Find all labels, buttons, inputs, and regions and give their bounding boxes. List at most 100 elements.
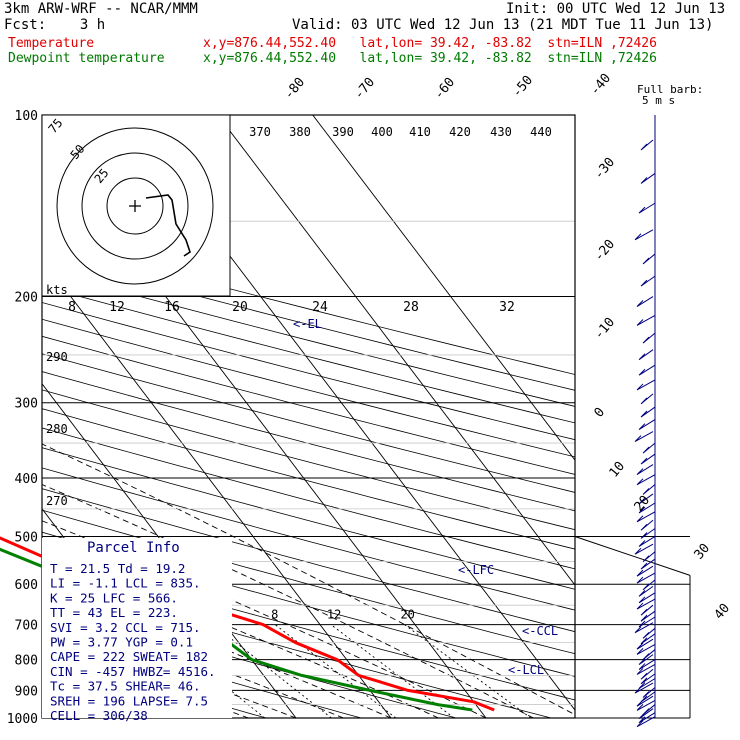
forecast-hour: Fcst: 3 h <box>4 17 106 33</box>
valid-time: Valid: 03 UTC Wed 12 Jun 13 (21 MDT Tue … <box>292 17 714 33</box>
isotherm-label: -30 <box>592 155 619 183</box>
parcel-info-title: Parcel Info <box>87 540 180 556</box>
pressure-label: 600 <box>15 578 38 593</box>
parcel-info-row: K = 25 LFC = 566. <box>50 590 178 605</box>
wind-barb <box>642 442 656 454</box>
wind-barb <box>640 673 656 685</box>
wind-barb <box>634 622 654 634</box>
dry-adiabat-line <box>42 602 458 718</box>
wind-barb <box>642 649 656 660</box>
wind-barb <box>634 682 654 694</box>
hodograph-tick-label: 20 <box>232 300 248 315</box>
wind-barb <box>640 173 656 184</box>
moist-adiabat-line <box>42 604 344 718</box>
parcel-info-row: SVI = 3.2 CCL = 715. <box>50 620 201 635</box>
wind-barb <box>642 253 656 265</box>
wind-barb <box>638 654 654 666</box>
pressure-label: 800 <box>15 654 38 669</box>
isotherm-label: -20 <box>592 237 619 265</box>
parcel-info-row: CELL = 306/38 <box>50 708 148 723</box>
wind-barb <box>638 536 656 547</box>
wind-barb <box>636 716 656 728</box>
pressure-label: 500 <box>15 530 38 545</box>
wind-barb <box>636 643 656 655</box>
wind-barb <box>636 638 654 650</box>
wind-barb <box>642 484 656 495</box>
dewpoint-line <box>0 547 473 712</box>
mixing-ratio-line <box>212 624 332 718</box>
plot-frame <box>41 114 576 719</box>
isotherm-label: -10 <box>592 315 619 343</box>
hodograph-tick-label: 24 <box>312 300 328 315</box>
temp-legend-info: x,y=876.44,552.40 lat,lon= 39.42, -83.82… <box>203 36 657 51</box>
isotherm-label: 0 <box>592 405 609 421</box>
pressure-label: 400 <box>15 472 38 487</box>
dew-legend-label: Dewpoint temperature <box>8 51 165 66</box>
isotherm-line <box>312 115 575 461</box>
wind-barb <box>638 419 656 431</box>
wind-barb <box>638 616 656 628</box>
parcel-info-box <box>42 538 232 718</box>
wind-barb <box>642 551 656 563</box>
wind-barb <box>634 543 654 555</box>
wind-barb <box>634 431 654 443</box>
wind-barb <box>642 332 656 344</box>
wind-barb <box>640 275 656 287</box>
theta-label: 380 <box>289 125 311 139</box>
hodograph-tick-label: 32 <box>499 300 515 315</box>
hodograph-ring <box>81 152 189 260</box>
wind-barb <box>638 659 656 670</box>
hodograph-ring <box>106 177 164 235</box>
wind-barb <box>636 699 656 711</box>
theta-label: 270 <box>46 494 68 508</box>
isotherm-label: 30 <box>692 541 714 563</box>
wind-barb <box>640 558 656 570</box>
theta-label: 410 <box>409 125 431 139</box>
mixing-ratio-label: 20 <box>400 608 414 622</box>
hodograph-center-mark <box>129 200 141 212</box>
parcel-info-row: CAPE = 222 SWEAT= 182 <box>50 649 208 664</box>
dry-adiabat-line <box>42 488 575 633</box>
extension-line <box>574 536 691 576</box>
dry-adiabat-line <box>42 509 575 655</box>
theta-label: 440 <box>530 125 552 139</box>
wind-barb <box>640 139 654 151</box>
wind-barb <box>638 202 656 214</box>
theta-label: 280 <box>46 422 68 436</box>
theta-label: 400 <box>371 125 393 139</box>
wind-barb <box>638 592 656 604</box>
isotherm-line <box>42 258 392 718</box>
pressure-label: 900 <box>15 684 38 699</box>
wind-barb <box>640 528 656 539</box>
level-annotation: <-LFC <box>458 563 494 577</box>
wind-barb <box>636 572 656 584</box>
wind-barb <box>642 627 656 639</box>
wind-barb <box>640 604 654 616</box>
wind-barb <box>636 474 656 486</box>
wind-barb <box>640 393 654 405</box>
level-annotation: <-CCL <box>522 624 558 638</box>
isotherm-label: -80 <box>282 75 309 103</box>
mixing-ratio-label: 8 <box>271 608 278 622</box>
header: 3km ARW-WRF -- NCAR/MMM Init: 00 UTC Wed… <box>0 0 740 70</box>
hodograph-tick-label: 8 <box>68 300 76 315</box>
wind-barb <box>636 511 656 523</box>
theta-label: 370 <box>249 125 271 139</box>
wind-barb <box>638 708 654 720</box>
dry-adiabat-line <box>42 467 575 611</box>
dew-legend-info: x,y=876.44,552.40 lat,lon= 39.42, -83.82… <box>203 51 657 66</box>
pressure-label: 700 <box>15 619 38 634</box>
mixing-ratio-line <box>404 624 532 718</box>
dry-adiabat-line <box>42 577 553 718</box>
parcel-info-row: TT = 43 EL = 223. <box>50 605 178 620</box>
dry-adiabat-line <box>42 447 575 590</box>
hodograph-ring <box>56 127 214 285</box>
wind-barb <box>636 598 656 610</box>
wind-barb <box>640 453 656 465</box>
wind-barb <box>638 493 654 505</box>
isotherm-label: -70 <box>352 75 379 103</box>
pressure-label: 1000 <box>7 712 38 727</box>
wind-barb <box>640 406 656 418</box>
wind-barb <box>638 712 656 724</box>
